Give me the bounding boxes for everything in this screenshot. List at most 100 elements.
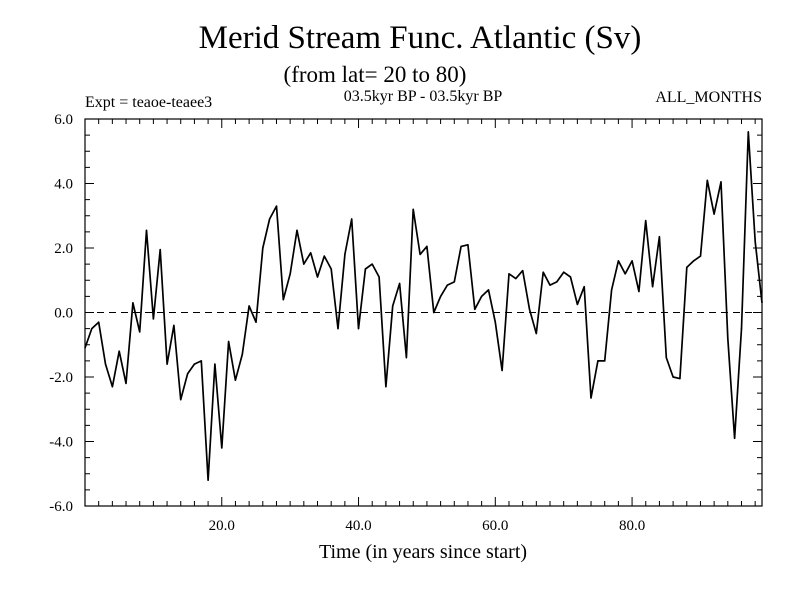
data-point <box>522 270 524 272</box>
data-point <box>686 266 688 268</box>
data-point <box>563 271 565 273</box>
data-point <box>494 321 496 323</box>
data-point <box>617 260 620 262</box>
data-point <box>125 382 127 384</box>
data-point <box>262 247 264 249</box>
data-point <box>720 181 722 183</box>
data-point <box>323 255 325 257</box>
data-point <box>515 278 517 280</box>
data-point <box>604 360 606 362</box>
data-point <box>611 289 613 291</box>
data-point <box>371 263 373 265</box>
data-point <box>754 241 756 243</box>
data-point <box>460 245 462 247</box>
data-point <box>761 302 763 304</box>
data-point <box>139 331 141 333</box>
data-point <box>528 308 531 310</box>
months-label: ALL_MONTHS <box>655 89 762 106</box>
data-point <box>91 328 93 330</box>
data-point <box>310 252 312 254</box>
data-point <box>173 324 175 326</box>
axis-tick-labels: -6.0 -4.0 -2.0 0.0 2.0 4.0 6.0 20.0 40.0 60.0 80.0 <box>49 112 645 534</box>
data-point <box>248 305 250 307</box>
data-point <box>556 281 558 283</box>
data-point <box>569 276 572 278</box>
data-point <box>693 260 695 262</box>
y-tick-label: 4.0 <box>54 177 73 193</box>
data-point <box>747 131 749 133</box>
data-point <box>344 253 346 255</box>
y-tick-label: -2.0 <box>49 370 73 386</box>
data-point <box>727 337 729 339</box>
data-point <box>275 205 278 207</box>
data-point <box>549 284 551 286</box>
data-point <box>474 308 476 310</box>
x-tick-label: 20.0 <box>209 518 235 534</box>
data-point <box>467 244 469 246</box>
data-point <box>200 360 202 362</box>
data-point <box>351 218 353 220</box>
data-point <box>542 271 544 273</box>
data-point <box>405 357 407 359</box>
y-tick-label: 0.0 <box>54 306 73 322</box>
data-point <box>214 363 216 365</box>
data-point <box>433 311 435 314</box>
data-point <box>98 321 100 323</box>
data-point <box>193 363 195 365</box>
data-point <box>535 332 537 335</box>
data-point <box>481 295 483 297</box>
series-points <box>84 131 763 481</box>
data-point <box>111 386 113 388</box>
period-label: 03.5kyr BP - 03.5kyr BP <box>344 88 503 105</box>
data-point <box>440 295 442 297</box>
data-point <box>631 260 633 262</box>
data-point <box>590 397 592 399</box>
data-point <box>234 379 236 381</box>
data-point <box>392 305 394 307</box>
data-point <box>699 255 702 257</box>
data-point <box>734 437 736 439</box>
data-point <box>282 299 284 301</box>
data-point <box>385 386 387 388</box>
y-tick-label: -6.0 <box>49 499 73 515</box>
data-point <box>207 479 209 481</box>
data-point <box>399 282 401 285</box>
x-tick-label: 40.0 <box>345 518 371 534</box>
data-point <box>638 290 640 293</box>
data-point <box>597 360 599 362</box>
data-point <box>255 321 257 323</box>
data-point <box>330 268 332 270</box>
data-point <box>508 273 510 275</box>
data-point <box>576 303 579 305</box>
data-point <box>221 447 223 449</box>
y-tick-label: 2.0 <box>54 241 73 257</box>
data-point <box>672 376 674 378</box>
x-axis-label: Time (in years since start) <box>319 541 527 563</box>
data-point <box>624 273 626 275</box>
expt-label: Expt = teaoe-teaee3 <box>85 94 212 111</box>
y-tick-label: 6.0 <box>54 112 73 128</box>
data-point <box>132 302 134 304</box>
data-point <box>269 218 271 220</box>
x-tick-label: 80.0 <box>619 518 645 534</box>
chart-title: Merid Stream Func. Atlantic (Sv) <box>199 20 642 56</box>
data-point <box>241 353 243 355</box>
data-point <box>679 378 681 380</box>
data-point <box>118 350 120 352</box>
data-point <box>713 213 715 215</box>
data-point <box>180 399 182 401</box>
data-point <box>289 273 291 275</box>
data-point <box>665 357 667 359</box>
axis-ticks <box>85 118 762 507</box>
data-point <box>84 347 86 349</box>
data-point <box>159 249 161 251</box>
data-point <box>166 363 168 365</box>
data-point <box>446 284 448 286</box>
data-point <box>658 236 661 238</box>
data-point <box>583 286 585 288</box>
data-point <box>364 268 366 270</box>
data-point <box>426 245 428 247</box>
data-point <box>303 263 305 265</box>
data-point <box>412 208 414 210</box>
